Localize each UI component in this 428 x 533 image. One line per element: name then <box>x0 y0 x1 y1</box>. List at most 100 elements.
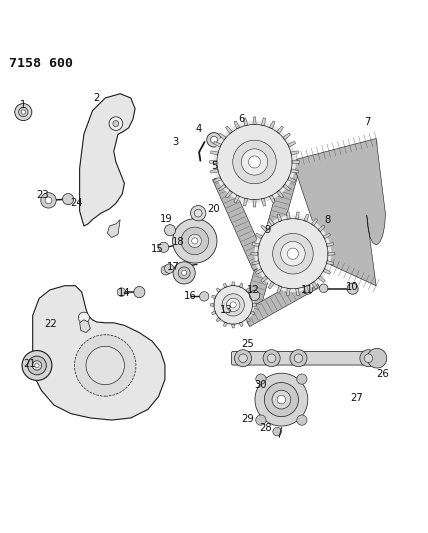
Circle shape <box>268 354 276 362</box>
Circle shape <box>211 136 217 143</box>
Circle shape <box>188 234 202 247</box>
Polygon shape <box>312 281 318 289</box>
Circle shape <box>226 298 240 312</box>
Circle shape <box>181 270 187 276</box>
Polygon shape <box>276 126 283 134</box>
Polygon shape <box>304 214 309 222</box>
Polygon shape <box>327 243 334 247</box>
Polygon shape <box>250 295 255 299</box>
Circle shape <box>294 354 303 362</box>
Circle shape <box>161 265 170 275</box>
Circle shape <box>347 283 358 294</box>
Polygon shape <box>33 286 165 420</box>
Circle shape <box>297 415 307 425</box>
Circle shape <box>231 301 240 309</box>
Circle shape <box>303 285 312 294</box>
Polygon shape <box>328 252 335 255</box>
Polygon shape <box>251 252 258 255</box>
Circle shape <box>273 427 281 436</box>
Circle shape <box>113 120 119 126</box>
Polygon shape <box>291 169 299 173</box>
Circle shape <box>27 356 46 375</box>
Circle shape <box>173 262 195 284</box>
Circle shape <box>164 225 175 236</box>
Text: 17: 17 <box>167 262 180 272</box>
Text: 16: 16 <box>184 290 197 301</box>
Text: 12: 12 <box>247 285 260 295</box>
Polygon shape <box>255 233 263 239</box>
Circle shape <box>241 149 268 175</box>
Polygon shape <box>292 139 386 286</box>
Text: 25: 25 <box>241 339 254 349</box>
Circle shape <box>117 288 126 296</box>
Polygon shape <box>216 318 221 322</box>
Circle shape <box>18 107 28 117</box>
Circle shape <box>190 206 206 221</box>
Circle shape <box>86 346 125 385</box>
Circle shape <box>194 209 202 217</box>
Text: 9: 9 <box>264 225 270 235</box>
Circle shape <box>254 215 331 292</box>
Polygon shape <box>210 303 214 306</box>
Text: 7: 7 <box>364 117 371 127</box>
Text: 13: 13 <box>220 305 232 315</box>
Circle shape <box>364 354 373 362</box>
Polygon shape <box>296 288 299 295</box>
Circle shape <box>255 373 308 426</box>
Polygon shape <box>239 283 243 288</box>
Circle shape <box>250 290 260 301</box>
Text: 22: 22 <box>45 319 57 329</box>
Text: 6: 6 <box>238 114 245 124</box>
Text: 19: 19 <box>160 214 172 224</box>
Polygon shape <box>216 288 221 293</box>
Polygon shape <box>277 214 282 222</box>
Circle shape <box>233 140 276 184</box>
Circle shape <box>45 197 52 204</box>
Text: 28: 28 <box>260 423 272 433</box>
Polygon shape <box>312 219 318 226</box>
Circle shape <box>273 233 313 274</box>
Circle shape <box>297 374 307 384</box>
Polygon shape <box>226 126 232 134</box>
Polygon shape <box>268 219 274 226</box>
Circle shape <box>235 350 252 367</box>
Circle shape <box>78 312 89 323</box>
Text: 7158 600: 7158 600 <box>9 58 73 70</box>
Polygon shape <box>253 117 256 125</box>
Text: 14: 14 <box>118 288 131 298</box>
Circle shape <box>367 349 387 368</box>
Circle shape <box>35 364 39 368</box>
Text: 24: 24 <box>70 198 83 208</box>
Polygon shape <box>291 151 299 155</box>
Text: 27: 27 <box>351 393 363 403</box>
Polygon shape <box>252 243 259 247</box>
Polygon shape <box>211 311 216 314</box>
Polygon shape <box>107 220 120 238</box>
FancyBboxPatch shape <box>232 351 384 365</box>
Polygon shape <box>287 288 290 295</box>
Circle shape <box>21 110 25 114</box>
Polygon shape <box>223 322 227 327</box>
Circle shape <box>239 354 247 362</box>
Polygon shape <box>223 283 227 288</box>
Polygon shape <box>327 261 334 265</box>
Circle shape <box>277 395 285 404</box>
Polygon shape <box>246 318 250 322</box>
Polygon shape <box>253 199 256 207</box>
Polygon shape <box>253 303 256 306</box>
Circle shape <box>109 117 123 131</box>
Circle shape <box>181 227 208 255</box>
Polygon shape <box>234 121 240 129</box>
Circle shape <box>15 103 32 120</box>
Polygon shape <box>296 212 299 219</box>
Circle shape <box>219 158 228 166</box>
Text: 18: 18 <box>172 237 184 247</box>
Polygon shape <box>288 177 296 183</box>
Polygon shape <box>262 198 266 206</box>
Polygon shape <box>242 273 320 327</box>
Circle shape <box>263 350 280 367</box>
Polygon shape <box>214 141 221 147</box>
Circle shape <box>158 242 169 253</box>
Polygon shape <box>211 151 218 155</box>
Polygon shape <box>304 286 309 293</box>
